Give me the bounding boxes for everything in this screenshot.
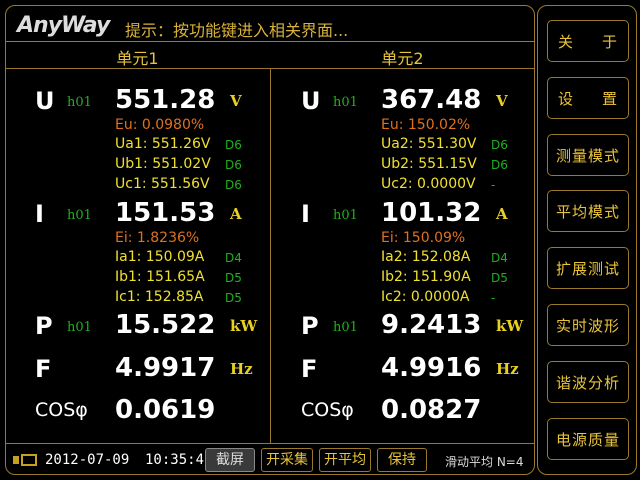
cos-phi-symbol: COSφ (35, 399, 88, 421)
f-unit: Hz (496, 360, 519, 378)
date: 2012-07-09 (45, 452, 130, 468)
phase-tag: D6 (491, 158, 508, 172)
sidebar-button[interactable]: 测量模式 (547, 134, 629, 176)
f-unit: Hz (230, 360, 253, 378)
phase-tag: D6 (491, 138, 508, 152)
phase-tag: D6 (225, 138, 242, 152)
sidebar-button-char: 于 (601, 32, 618, 51)
i-value: 101.32 (381, 198, 482, 228)
time: 10:35:41 (145, 452, 213, 468)
start-average-button[interactable]: 开平均 (319, 448, 371, 472)
voltage-phase: Uc2: 0.0000V (381, 176, 476, 192)
current-unbalance: Ei: 1.8236% (115, 230, 200, 246)
sidebar-button[interactable]: 实时波形 (547, 304, 629, 346)
u-symbol: U (301, 87, 321, 115)
voltage-unbalance: Eu: 0.0980% (115, 117, 205, 133)
cos-phi-value: 0.0827 (381, 395, 482, 425)
voltage-phase: Ub1: 551.02V (115, 156, 211, 172)
i-symbol: I (35, 200, 44, 228)
sidebar-button-char: 关 (558, 32, 575, 51)
status-bar: 2012-07-09 10:35:41 截屏 开采集 开平均 保持 滑动平均 N… (5, 443, 535, 475)
u-unit: V (230, 92, 242, 110)
voltage-phase: Ub2: 551.15V (381, 156, 477, 172)
harmonic-order: h01 (67, 95, 92, 110)
current-phase: Ia1: 150.09A (115, 249, 205, 265)
voltage-phase: Uc1: 551.56V (115, 176, 210, 192)
i-unit: A (230, 205, 242, 223)
start-acquire-button[interactable]: 开采集 (261, 448, 313, 472)
f-symbol: F (301, 355, 318, 383)
sidebar-button-char: 置 (601, 89, 618, 108)
sidebar-button[interactable]: 平均模式 (547, 190, 629, 232)
anyway-logo: AnyWay (17, 13, 110, 38)
phase-tag: - (491, 291, 496, 305)
i-value: 151.53 (115, 198, 216, 228)
phase-tag: D4 (225, 251, 242, 265)
cos-phi-symbol: COSφ (301, 399, 354, 421)
header: AnyWay 提示：按功能键进入相关界面... (5, 5, 535, 42)
u-value: 367.48 (381, 85, 482, 115)
harmonic-order: h01 (67, 208, 92, 223)
phase-tag: D5 (225, 271, 242, 285)
sidebar (537, 5, 637, 475)
f-value: 4.9916 (381, 353, 482, 383)
sidebar-button-char: 设 (558, 89, 575, 108)
main-frame (5, 5, 535, 475)
phase-tag: D6 (225, 178, 242, 192)
unit2-title: 单元2 (381, 49, 424, 68)
harmonic-order: h01 (333, 208, 358, 223)
voltage-phase: Ua1: 551.26V (115, 136, 211, 152)
f-value: 4.9917 (115, 353, 216, 383)
phase-tag: D5 (491, 271, 508, 285)
sidebar-button[interactable]: 谐波分析 (547, 361, 629, 403)
p-value: 15.522 (115, 310, 216, 340)
u-symbol: U (35, 87, 55, 115)
harmonic-order: h01 (333, 95, 358, 110)
current-phase: Ia2: 152.08A (381, 249, 471, 265)
phase-tag: - (491, 178, 496, 192)
battery-icon (13, 454, 37, 466)
cos-phi-value: 0.0619 (115, 395, 216, 425)
harmonic-order: h01 (67, 320, 92, 335)
i-symbol: I (301, 200, 310, 228)
harmonic-order: h01 (333, 320, 358, 335)
p-symbol: P (35, 312, 53, 340)
unit-header-row: 单元1 单元2 (5, 42, 535, 69)
sidebar-button[interactable]: 扩展测试 (547, 247, 629, 289)
u-unit: V (496, 92, 508, 110)
unit1-title: 单元1 (116, 49, 159, 68)
current-phase: Ib2: 151.90A (381, 269, 471, 285)
current-phase: Ib1: 151.65A (115, 269, 205, 285)
current-phase: Ic2: 0.0000A (381, 289, 470, 305)
sidebar-button[interactable]: 电源质量 (547, 418, 629, 460)
current-phase: Ic1: 152.85A (115, 289, 204, 305)
voltage-phase: Ua2: 551.30V (381, 136, 477, 152)
f-symbol: F (35, 355, 52, 383)
panel-divider (270, 69, 271, 443)
phase-tag: D6 (225, 158, 242, 172)
p-unit: kW (230, 317, 258, 335)
voltage-unbalance: Eu: 150.02% (381, 117, 471, 133)
u-value: 551.28 (115, 85, 216, 115)
sidebar-button[interactable]: 关于 (547, 20, 629, 62)
current-unbalance: Ei: 150.09% (381, 230, 466, 246)
hold-button[interactable]: 保持 (377, 448, 427, 472)
phase-tag: D4 (491, 251, 508, 265)
phase-tag: D5 (225, 291, 242, 305)
prompt-text: 提示：按功能键进入相关界面... (125, 21, 349, 40)
p-value: 9.2413 (381, 310, 482, 340)
p-symbol: P (301, 312, 319, 340)
avg-mode: 滑动平均 N=4 (445, 455, 524, 469)
sidebar-button[interactable]: 设置 (547, 77, 629, 119)
i-unit: A (496, 205, 508, 223)
p-unit: kW (496, 317, 524, 335)
screenshot-button[interactable]: 截屏 (205, 448, 255, 472)
